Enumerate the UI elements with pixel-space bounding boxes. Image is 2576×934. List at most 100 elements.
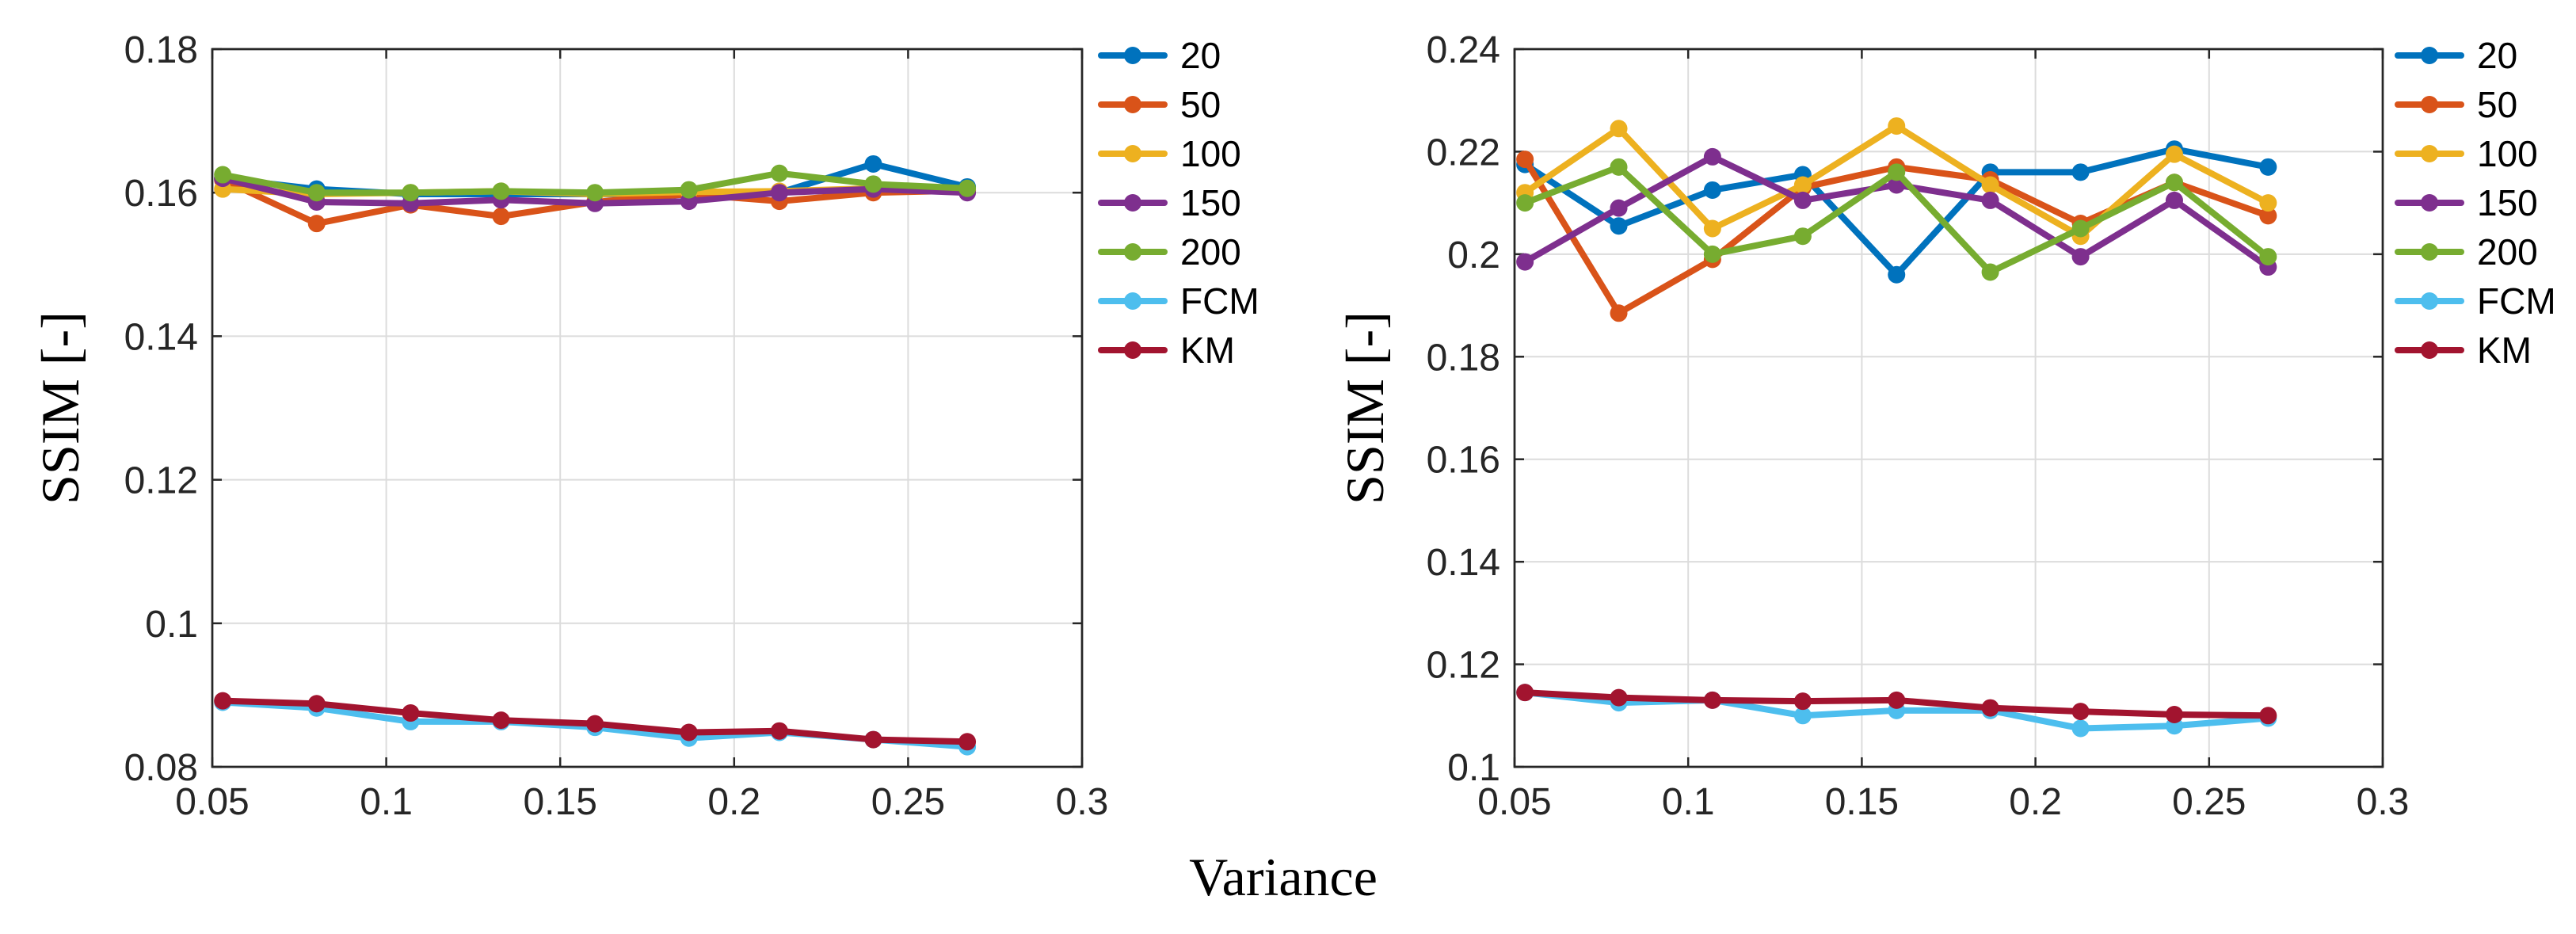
legend-label: 50 (1180, 84, 1221, 125)
data-point (864, 175, 882, 193)
legend-swatch-marker (1124, 341, 1141, 359)
data-point (214, 692, 232, 710)
x-tick-label: 0.2 (2009, 781, 2062, 823)
x-tick-label: 0.3 (2357, 781, 2410, 823)
legend-swatch-marker (2421, 292, 2438, 310)
legend-swatch-marker (2421, 96, 2438, 113)
y-tick-label: 0.22 (1427, 132, 1500, 173)
series-200 (214, 164, 977, 202)
data-point (864, 154, 882, 173)
data-point (1703, 219, 1721, 238)
data-point (1516, 684, 1534, 702)
y-tick-label: 0.16 (124, 173, 198, 215)
legend-swatch-marker (2421, 243, 2438, 261)
legend-swatch-marker (1124, 145, 1141, 162)
legend-item: 100 (2395, 133, 2538, 174)
data-point (958, 179, 977, 197)
x-tick-label: 0.1 (1662, 781, 1715, 823)
y-tick-label: 0.18 (1427, 337, 1500, 379)
data-point (2165, 173, 2183, 192)
legend-label: KM (1180, 330, 1235, 371)
y-tick-label: 0.16 (1427, 440, 1500, 482)
data-point (1610, 199, 1628, 217)
y-tick-label: 0.18 (124, 29, 198, 71)
data-point (402, 184, 420, 202)
right-chart: 0.05 0.1 0.15 0.2 0.25 0.30.10.120.140.160.18… (1335, 29, 2556, 823)
data-point (1516, 194, 1534, 212)
data-point (2259, 248, 2277, 266)
legend: 20 50 100 150 200 FCM KM (2395, 35, 2556, 371)
data-point (492, 208, 510, 226)
shared-x-axis-label: Variance (1189, 847, 1378, 907)
data-point (492, 182, 510, 200)
data-point (1703, 245, 1721, 263)
data-point (1610, 688, 1628, 707)
data-point (1610, 304, 1628, 322)
data-point (770, 184, 788, 202)
plot-border (211, 48, 1084, 768)
data-point (1793, 692, 1812, 711)
data-point (2071, 248, 2090, 266)
legend-label: 20 (2477, 35, 2517, 76)
legend-item: 200 (1098, 231, 1241, 273)
legend-swatch-marker (1124, 194, 1141, 212)
data-point (1610, 158, 1628, 176)
data-point (1793, 227, 1812, 246)
data-point (770, 164, 788, 182)
legend-item: FCM (1098, 280, 1259, 322)
data-point (2259, 158, 2277, 176)
y-tick-label: 0.14 (124, 316, 198, 358)
data-point (402, 704, 420, 722)
legend-label: FCM (2477, 280, 2556, 322)
x-tick-label: 0.1 (360, 781, 413, 823)
legend-label: 50 (2477, 84, 2517, 125)
legend-swatch-marker (1124, 292, 1141, 310)
data-point (1888, 117, 1906, 135)
legend-swatch-marker (1124, 96, 1141, 113)
series-km (214, 692, 977, 751)
x-tick-label: 0.15 (1825, 781, 1899, 823)
legend-swatch-marker (2421, 341, 2438, 359)
legend-item: 20 (1098, 35, 1221, 76)
y-tick-label: 0.1 (145, 604, 198, 646)
legend-label: 20 (1180, 35, 1221, 76)
data-point (307, 215, 326, 233)
legend-item: 100 (1098, 133, 1241, 174)
left-chart: 0.05 0.1 0.15 0.2 0.25 0.3 0.08 0.1 0.12 0.14 0.16… (30, 29, 1259, 823)
x-tick-label: 0.05 (1477, 781, 1551, 823)
legend-label: 200 (2477, 231, 2538, 273)
x-tick-label: 0.25 (2172, 781, 2246, 823)
legend-label: FCM (1180, 280, 1259, 322)
y-tick-label: 0.08 (124, 747, 198, 789)
data-point (2165, 191, 2183, 209)
legend-item: 150 (1098, 182, 1241, 223)
x-tick-label: 0.25 (871, 781, 945, 823)
legend-label: 100 (1180, 133, 1241, 174)
data-point (680, 181, 698, 199)
data-point (1610, 217, 1628, 235)
y-axis-label: SSIM [-] (1335, 311, 1395, 505)
legend-item: 200 (2395, 231, 2538, 273)
data-point (680, 723, 698, 741)
data-point (2165, 145, 2183, 163)
legend: 20 50 100 150 200 FCM KM (1098, 35, 1259, 371)
series-200 (1516, 158, 2277, 281)
data-point (2259, 207, 2277, 225)
legend-swatch-marker (1124, 243, 1141, 261)
data-point (1610, 120, 1628, 138)
data-point (1793, 191, 1812, 209)
x-tick-label: 0.2 (707, 781, 760, 823)
data-point (2165, 705, 2183, 723)
legend-label: KM (2477, 330, 2532, 371)
legend-label: 150 (2477, 182, 2538, 223)
legend-item: 50 (2395, 84, 2517, 125)
data-point (2071, 703, 2090, 721)
data-point (1516, 253, 1534, 271)
data-point (1981, 191, 1999, 209)
data-point (2071, 219, 2090, 238)
data-point (2259, 194, 2277, 212)
data-point (307, 184, 326, 202)
data-point (586, 184, 604, 202)
legend-label: 150 (1180, 182, 1241, 223)
data-point (1981, 699, 1999, 717)
